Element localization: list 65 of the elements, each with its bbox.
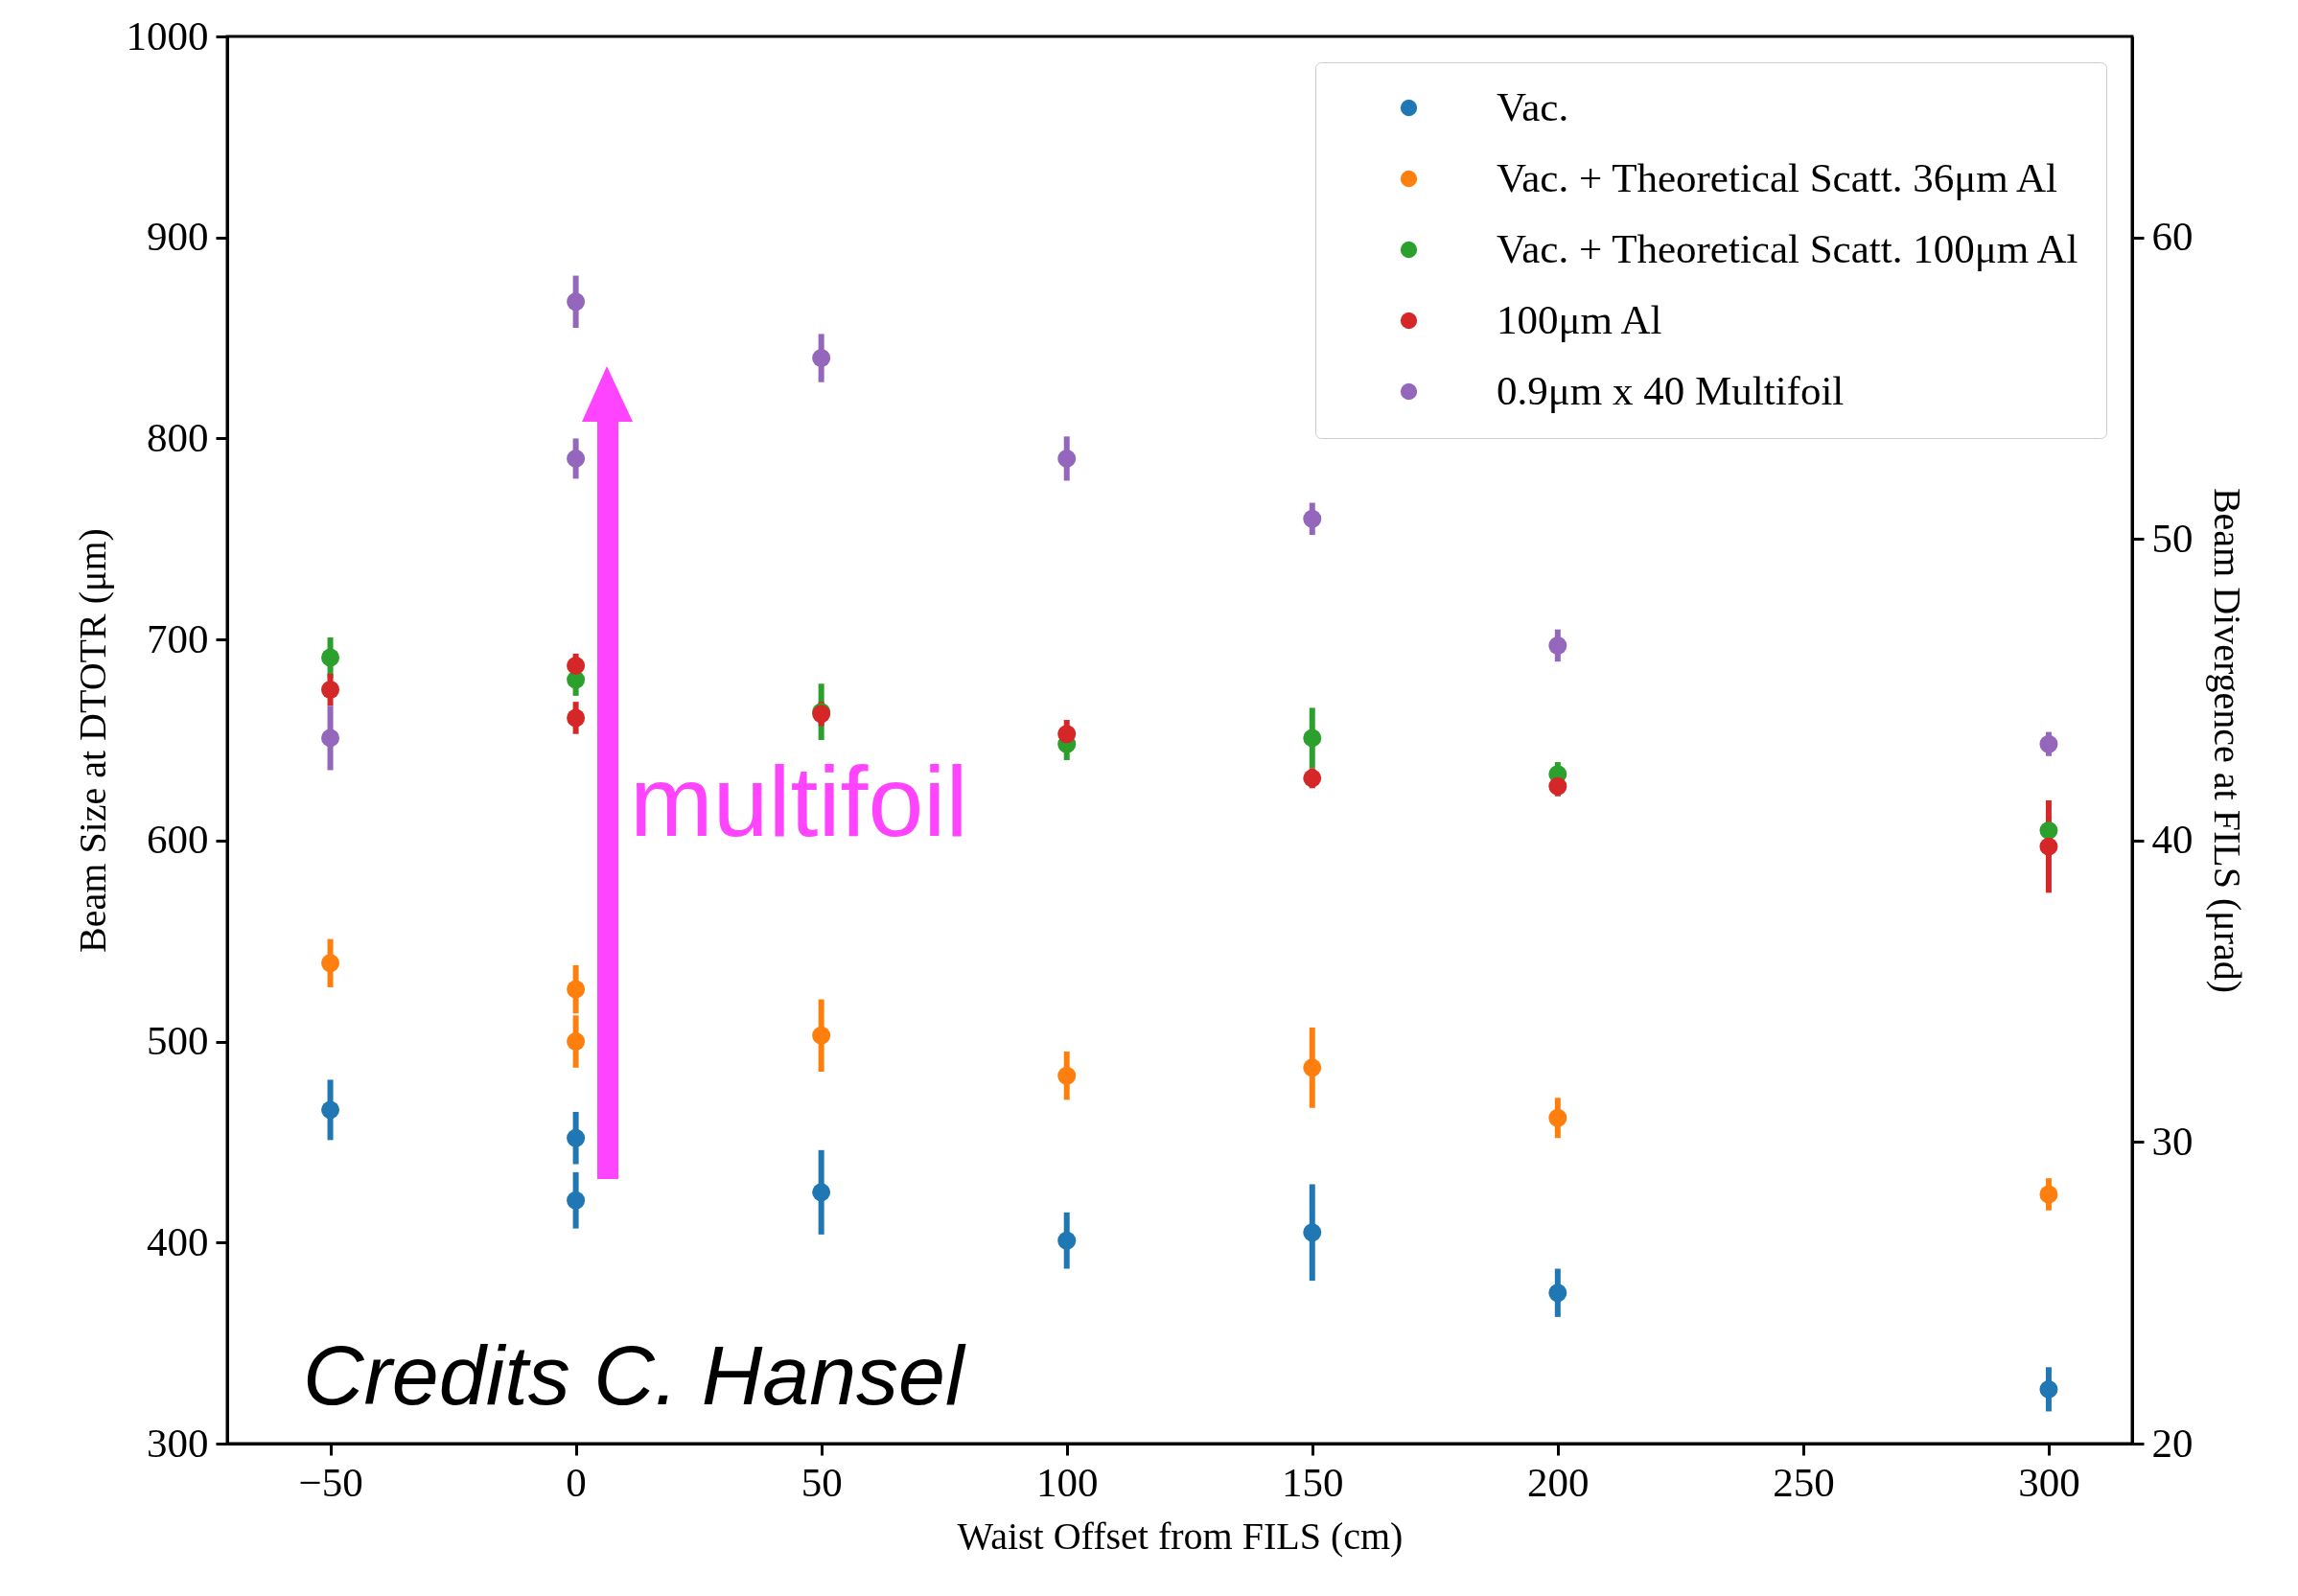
x-tick-label: 50 [801,1459,843,1505]
point [567,449,586,468]
legend-label: 0.9μm x 40 Multifoil [1497,367,1845,413]
point [567,708,586,728]
y-tick-label: 900 [147,214,209,260]
point [2039,821,2058,840]
point [567,1191,586,1210]
point [1057,1231,1077,1250]
annotation: multifoil [630,746,968,857]
point [2039,1379,2058,1399]
point [2039,734,2058,753]
y-tick-label: 800 [147,414,209,460]
point [1303,1223,1322,1242]
y2-tick-label: 20 [2151,1420,2194,1466]
point [1057,725,1077,744]
point [812,1026,831,1045]
x-tick-label: 300 [2018,1459,2080,1505]
point [567,1032,586,1052]
x-tick-label: 250 [1773,1459,1835,1505]
y2-tick-label: 60 [2151,214,2194,260]
point [321,1100,340,1120]
x-tick-label: 100 [1035,1459,1099,1505]
y-axis-title: Beam Size at DTOTR (μm) [70,528,114,953]
point [812,1183,831,1202]
y-tick-label: 500 [147,1018,209,1064]
point [1057,449,1077,468]
x-axis-title: Waist Offset from FILS (cm) [957,1514,1404,1558]
x-tick-label: 150 [1282,1459,1344,1505]
y2-tick-label: 50 [2151,515,2194,561]
point [567,1128,586,1147]
y2-axis-title: Beam Divergence at FILS (μrad) [2205,487,2249,994]
point [567,656,586,675]
point [1548,1108,1567,1127]
y2-tick-label: 30 [2151,1118,2194,1164]
point [2039,837,2058,856]
y-tick-label: 600 [147,817,209,863]
x-tick-label: 200 [1527,1459,1590,1505]
legend-label: Vac. + Theoretical Scatt. 36μm Al [1497,154,2058,200]
x-tick-label: −50 [298,1459,363,1505]
point [567,292,586,312]
point [1303,509,1322,528]
point [1548,636,1567,655]
legend-label: 100μm Al [1497,296,1662,342]
point [1303,769,1322,788]
legend-label: Vac. [1497,83,1569,129]
point [321,729,340,748]
point [321,648,340,667]
point [1303,1058,1322,1077]
point [812,349,831,368]
y-tick-label: 1000 [126,12,209,58]
point [321,954,340,973]
annotation: Credits C. Hansel [303,1328,967,1423]
y-tick-label: 300 [147,1420,209,1466]
point [2039,1185,2058,1204]
point [321,681,340,700]
y2-tick-label: 40 [2151,817,2194,863]
y-tick-label: 400 [147,1218,209,1264]
legend-label: Vac. + Theoretical Scatt. 100μm Al [1497,225,2078,271]
point [567,980,586,999]
point [1057,1066,1077,1085]
point [1548,776,1567,796]
y-tick-label: 700 [147,615,209,661]
point [1548,1284,1567,1303]
point [1303,729,1322,748]
x-tick-label: 0 [566,1459,587,1505]
